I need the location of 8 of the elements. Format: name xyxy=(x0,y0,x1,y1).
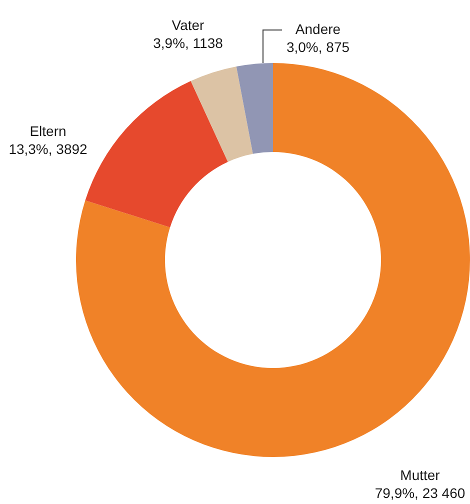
data-label: 3,0%, 875 xyxy=(286,39,350,55)
slice-label: Vater xyxy=(172,17,205,33)
data-label: 3,9%, 1138 xyxy=(153,35,224,51)
data-label: 13,3%, 3892 xyxy=(8,141,88,157)
data-label: 79,9%, 23 460 xyxy=(374,485,466,501)
slice-label: Mutter xyxy=(400,467,440,483)
slice-label: Andere xyxy=(295,21,341,37)
slice-label: Eltern xyxy=(30,123,66,139)
